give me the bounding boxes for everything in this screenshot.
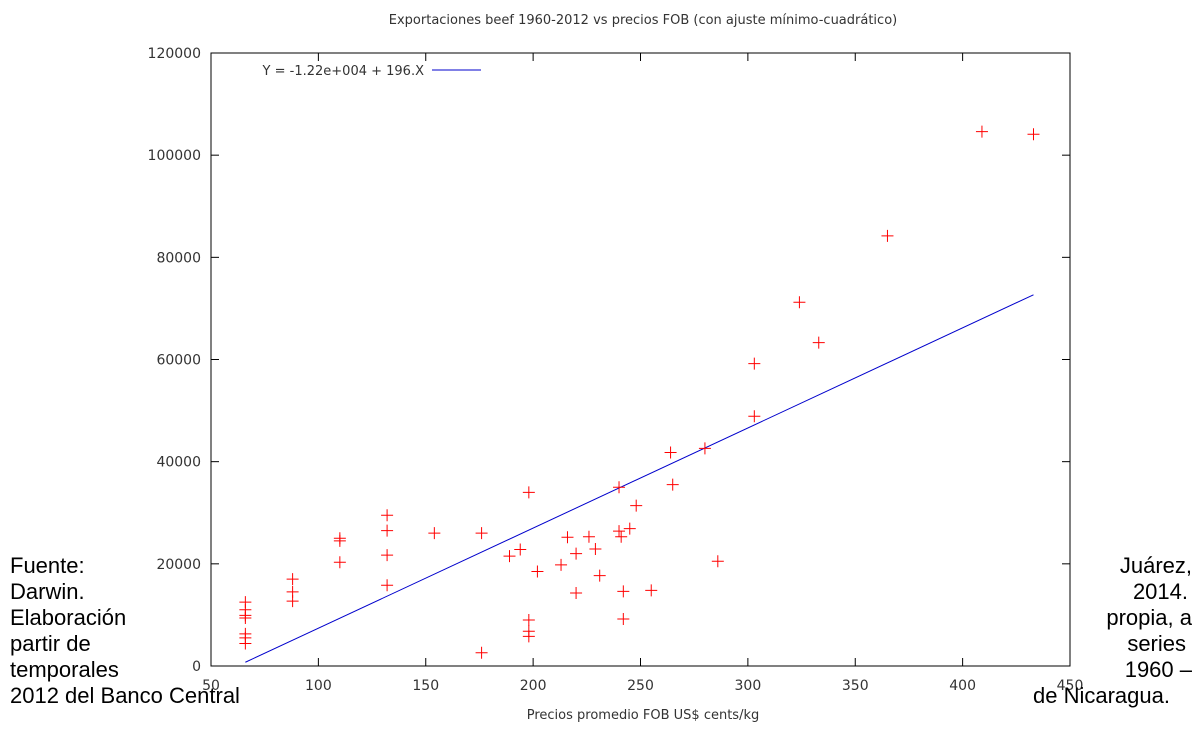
- data-point: [522, 630, 535, 643]
- x-tick-label: 250: [627, 678, 654, 694]
- data-point: [286, 573, 299, 586]
- data-point: [381, 509, 394, 522]
- caption-left-line-1: Fuente:: [10, 553, 85, 578]
- data-point: [286, 595, 299, 608]
- data-point: [475, 646, 488, 659]
- data-point: [570, 586, 583, 599]
- y-tick-label: 0: [192, 659, 201, 675]
- data-point: [711, 555, 724, 568]
- data-point: [1027, 128, 1040, 141]
- y-tick-label: 100000: [148, 148, 201, 164]
- data-point: [428, 527, 441, 540]
- data-point: [589, 543, 602, 556]
- data-point: [522, 486, 535, 499]
- y-axis-ticks: 0 20000 40000 60000 80000 100000 120000: [148, 46, 1070, 675]
- caption-right-line-2: 2014.: [1132, 579, 1188, 604]
- data-point: [664, 446, 677, 459]
- data-point: [698, 442, 711, 455]
- data-point: [617, 613, 630, 626]
- data-point: [630, 499, 643, 512]
- fit-line: [245, 294, 1034, 663]
- data-point: [333, 534, 346, 547]
- data-point: [531, 565, 544, 578]
- caption-left-line-4: partir de: [10, 631, 91, 656]
- x-tick-label: 100: [305, 678, 332, 694]
- x-tick-label: 450: [1057, 678, 1084, 694]
- y-tick-label: 120000: [148, 46, 201, 62]
- x-tick-label: 350: [842, 678, 869, 694]
- data-point: [748, 357, 761, 370]
- data-point: [582, 530, 595, 543]
- data-point: [522, 614, 535, 627]
- plot-frame: [210, 52, 1071, 667]
- data-point: [623, 522, 636, 535]
- legend-label: Y = -1.22e+004 + 196.X: [262, 64, 425, 79]
- data-points: [239, 125, 1040, 659]
- caption-right-line-3: propia, a: [1106, 605, 1192, 630]
- caption-left-line-3: Elaboración: [10, 605, 127, 630]
- y-tick-label: 80000: [156, 250, 201, 266]
- caption-right-line-4: series: [1127, 631, 1186, 656]
- x-tick-label: 300: [735, 678, 762, 694]
- data-point: [881, 229, 894, 242]
- caption-left-line-5: temporales: [10, 657, 119, 682]
- data-point: [381, 524, 394, 537]
- x-tick-label: 50: [202, 678, 220, 694]
- legend: Y = -1.22e+004 + 196.X: [262, 64, 481, 79]
- data-point: [793, 296, 806, 309]
- caption-left-line-6: 2012 del Banco Central: [10, 683, 240, 708]
- caption-right-line-1: Juárez,: [1119, 553, 1192, 578]
- caption-left-line-2: Darwin.: [10, 579, 85, 604]
- data-point: [239, 637, 252, 650]
- data-point: [617, 585, 630, 598]
- data-point: [475, 527, 488, 540]
- x-tick-label: 200: [520, 678, 547, 694]
- data-point: [503, 550, 516, 563]
- data-point: [561, 531, 574, 544]
- data-point: [514, 543, 527, 556]
- data-point: [615, 530, 628, 543]
- data-point: [593, 569, 606, 582]
- x-axis-ticks: 50 100 150 200 250 300 350 400 450: [202, 53, 1083, 694]
- y-tick-label: 60000: [156, 353, 201, 369]
- data-point: [748, 410, 761, 423]
- data-point: [381, 549, 394, 562]
- data-point: [812, 336, 825, 349]
- y-tick-label: 20000: [156, 557, 201, 573]
- x-tick-label: 400: [949, 678, 976, 694]
- data-point: [645, 584, 658, 597]
- data-point: [570, 547, 583, 560]
- chart-title: Exportaciones beef 1960-2012 vs precios …: [389, 13, 897, 28]
- fit-line-layer: [245, 294, 1034, 663]
- data-point: [613, 525, 626, 538]
- x-tick-label: 150: [412, 678, 439, 694]
- caption-right-line-5: 1960 –: [1124, 657, 1192, 682]
- data-point: [239, 611, 252, 624]
- y-tick-label: 40000: [156, 455, 201, 471]
- data-point: [333, 556, 346, 569]
- x-axis-label: Precios promedio FOB US$ cents/kg: [527, 708, 760, 723]
- data-point: [666, 478, 679, 491]
- data-point: [975, 125, 988, 138]
- data-point: [555, 558, 568, 571]
- data-point: [381, 579, 394, 592]
- caption-right-line-6: de Nicaragua.: [1033, 683, 1170, 708]
- data-point: [613, 481, 626, 494]
